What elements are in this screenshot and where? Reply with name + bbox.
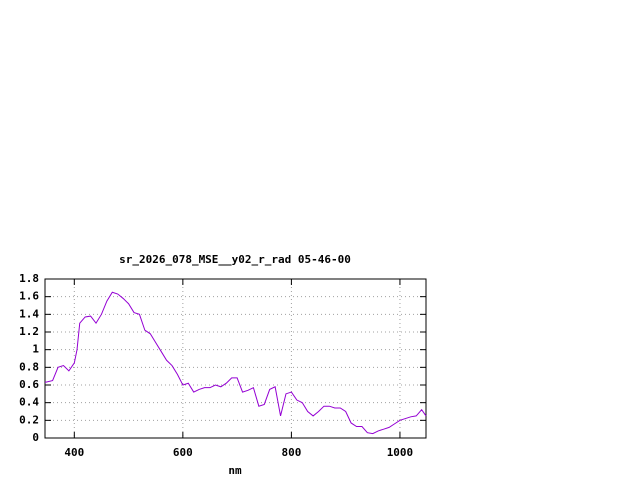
y-tick-label: 0.2 bbox=[19, 413, 39, 426]
x-axis-label: nm bbox=[228, 464, 242, 477]
y-tick-label: 1.2 bbox=[19, 325, 39, 338]
y-tick-label: 0.8 bbox=[19, 360, 39, 373]
x-tick-label: 400 bbox=[64, 446, 84, 459]
y-tick-label: 0.4 bbox=[19, 396, 39, 409]
y-tick-label: 1 bbox=[32, 343, 39, 356]
x-tick-label: 1000 bbox=[387, 446, 414, 459]
x-tick-label: 600 bbox=[173, 446, 193, 459]
y-tick-label: 1.8 bbox=[19, 272, 39, 285]
x-tick-label: 800 bbox=[281, 446, 301, 459]
chart-title: sr_2026_078_MSE__y02_r_rad 05-46-00 bbox=[119, 253, 351, 266]
data-line bbox=[44, 291, 427, 435]
plot-border bbox=[44, 278, 427, 439]
y-tick-label: 1.6 bbox=[19, 290, 39, 303]
y-tick-label: 0.6 bbox=[19, 378, 39, 391]
y-tick-label: 1.4 bbox=[19, 307, 39, 320]
y-tick-label: 0 bbox=[32, 431, 39, 444]
